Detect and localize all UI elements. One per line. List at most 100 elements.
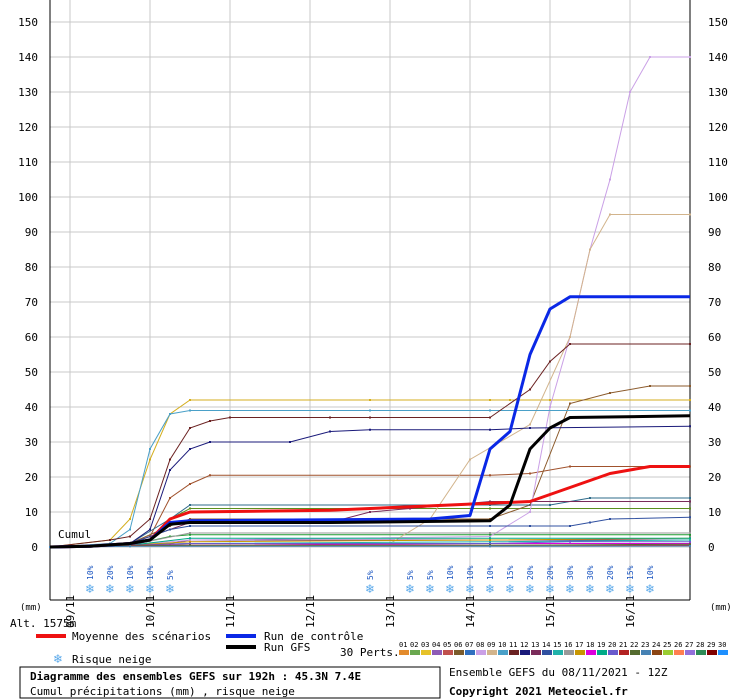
x-tick-label: 11/11 xyxy=(224,595,237,628)
member-point xyxy=(189,427,191,429)
member-legend-id: 16 xyxy=(564,641,572,649)
y-tick-label-left: 40 xyxy=(25,401,38,414)
x-tick-label: 12/11 xyxy=(304,595,317,628)
snow-risk-percent: 5% xyxy=(366,570,375,580)
member-point xyxy=(689,507,691,510)
y-tick-label-right: 150 xyxy=(708,16,728,29)
member-legend-swatch xyxy=(465,650,475,655)
snowflake-icon: ❄ xyxy=(165,582,175,596)
member-point xyxy=(589,521,591,524)
member-point xyxy=(529,472,531,475)
member-legend-swatch xyxy=(586,650,596,655)
member-point xyxy=(129,528,131,531)
y-tick-label-right: 110 xyxy=(708,156,728,169)
member-point xyxy=(489,532,491,534)
snow-risk-percent: 10% xyxy=(146,565,155,580)
altitude-label: Alt. 1575m xyxy=(10,617,77,630)
snowflake-icon: ❄ xyxy=(565,582,575,596)
member-point xyxy=(409,507,411,510)
member-point xyxy=(689,539,691,541)
member-point xyxy=(649,56,651,58)
member-point xyxy=(189,544,191,547)
member-point xyxy=(489,535,491,538)
member-point xyxy=(129,518,131,520)
run-info: Ensemble GEFS du 08/11/2021 - 12Z xyxy=(449,666,668,679)
y-tick-label-right: 140 xyxy=(708,51,728,64)
member-point xyxy=(589,248,591,251)
member-point xyxy=(489,540,491,543)
member-point xyxy=(169,458,171,461)
member-line-11 xyxy=(49,343,690,548)
member-point xyxy=(529,423,531,426)
member-line-09 xyxy=(49,214,690,548)
member-legend-swatch xyxy=(421,650,431,655)
legend-members-label: 30 Perts. xyxy=(340,646,400,659)
member-point xyxy=(209,441,211,443)
snow-risk-percent: 10% xyxy=(126,565,135,580)
member-point xyxy=(569,343,571,345)
member-legend-swatch xyxy=(619,650,629,655)
member-point xyxy=(169,469,171,471)
member-legend-swatch xyxy=(707,650,717,655)
member-point xyxy=(289,441,291,443)
member-point xyxy=(589,497,591,499)
main-series xyxy=(49,295,691,549)
y-tick-label-left: 90 xyxy=(25,226,38,239)
member-legend-swatch xyxy=(652,650,662,655)
member-point xyxy=(689,343,691,345)
y-tick-label-right: 80 xyxy=(708,261,721,274)
member-legend-swatch xyxy=(487,650,497,655)
member-point xyxy=(529,427,531,429)
snow-risk-percent: 30% xyxy=(586,565,595,580)
member-point xyxy=(489,533,491,536)
snow-risk-percent: 5% xyxy=(406,570,415,580)
member-point xyxy=(629,91,631,93)
member-point xyxy=(209,420,211,422)
snow-risk-percent: 10% xyxy=(646,565,655,580)
cumul-label: Cumul xyxy=(58,528,91,541)
y-tick-label-left: 20 xyxy=(25,471,38,484)
snow-risk-percent: 20% xyxy=(546,565,555,580)
member-point xyxy=(689,532,691,534)
member-legend-swatch xyxy=(663,650,673,655)
snow-risk-percent: 5% xyxy=(166,570,175,580)
member-legend-swatch xyxy=(432,650,442,655)
member-legend: 01 02 03 04 05 06 07 08 09 10 11 12 13 14 15 16 17 18 19 20… xyxy=(399,641,728,655)
member-legend-swatch xyxy=(597,650,607,655)
member-point xyxy=(189,539,191,541)
member-point xyxy=(149,448,151,450)
legend-control-label: Run de contrôle xyxy=(264,630,363,643)
y-tick-label-right: 20 xyxy=(708,471,721,484)
y-tick-label-left: 130 xyxy=(18,86,38,99)
member-point xyxy=(189,409,191,412)
y-tick-labels: 0 0 10 10 20 20 30 30 40 40 50 50 60 60 70 70 80 80 90 90 10… xyxy=(18,16,728,554)
y-tick-label-right: 60 xyxy=(708,331,721,344)
member-point xyxy=(189,537,191,540)
member-point xyxy=(489,507,491,510)
y-tick-label-right: 70 xyxy=(708,296,721,309)
member-point xyxy=(189,532,191,534)
snowflake-icon: ❄ xyxy=(125,582,135,596)
member-point xyxy=(609,178,611,181)
snowflake-icon: ❄ xyxy=(445,582,455,596)
member-point xyxy=(189,399,191,401)
snow-risk-percent: 15% xyxy=(626,565,635,580)
y-tick-label-left: 60 xyxy=(25,331,38,344)
member-point xyxy=(489,545,491,548)
snow-risk-percent: 10% xyxy=(486,565,495,580)
member-legend-swatch xyxy=(674,650,684,655)
member-point xyxy=(689,537,691,540)
member-point xyxy=(489,537,491,540)
member-legend-swatch xyxy=(520,650,530,655)
member-point xyxy=(329,430,331,433)
member-legend-swatch xyxy=(509,650,519,655)
member-legend-id: 23 xyxy=(641,641,649,649)
member-point xyxy=(189,525,191,527)
y-tick-label-left: 110 xyxy=(18,156,38,169)
member-point xyxy=(489,399,491,401)
member-point xyxy=(509,399,511,401)
member-legend-swatch xyxy=(531,650,541,655)
snowflake-icon: ❄ xyxy=(465,582,475,596)
y-tick-label-left: 10 xyxy=(25,506,38,519)
member-point xyxy=(689,543,691,546)
